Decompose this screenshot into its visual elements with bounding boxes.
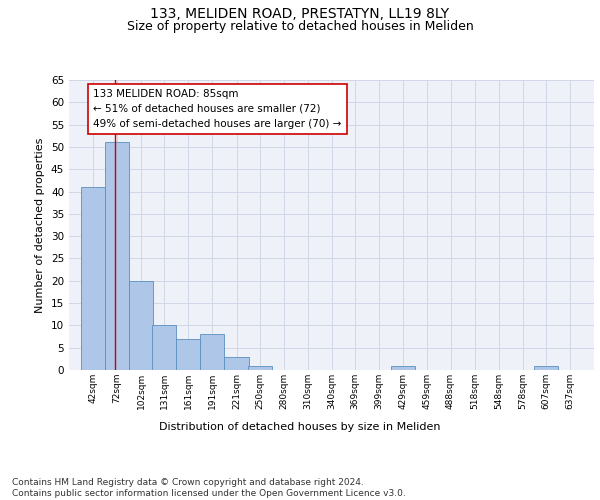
Bar	[81, 187, 105, 370]
Bar	[224, 356, 248, 370]
Bar	[391, 366, 415, 370]
Y-axis label: Number of detached properties: Number of detached properties	[35, 138, 46, 312]
Text: Size of property relative to detached houses in Meliden: Size of property relative to detached ho…	[127, 20, 473, 33]
Bar	[248, 366, 272, 370]
Text: Contains HM Land Registry data © Crown copyright and database right 2024.
Contai: Contains HM Land Registry data © Crown c…	[12, 478, 406, 498]
Bar	[105, 142, 129, 370]
Text: 133 MELIDEN ROAD: 85sqm
← 51% of detached houses are smaller (72)
49% of semi-de: 133 MELIDEN ROAD: 85sqm ← 51% of detache…	[93, 89, 341, 128]
Bar	[152, 326, 176, 370]
Bar	[200, 334, 224, 370]
Bar	[176, 339, 200, 370]
Text: Distribution of detached houses by size in Meliden: Distribution of detached houses by size …	[159, 422, 441, 432]
Text: 133, MELIDEN ROAD, PRESTATYN, LL19 8LY: 133, MELIDEN ROAD, PRESTATYN, LL19 8LY	[151, 8, 449, 22]
Bar	[534, 366, 558, 370]
Bar	[129, 281, 153, 370]
